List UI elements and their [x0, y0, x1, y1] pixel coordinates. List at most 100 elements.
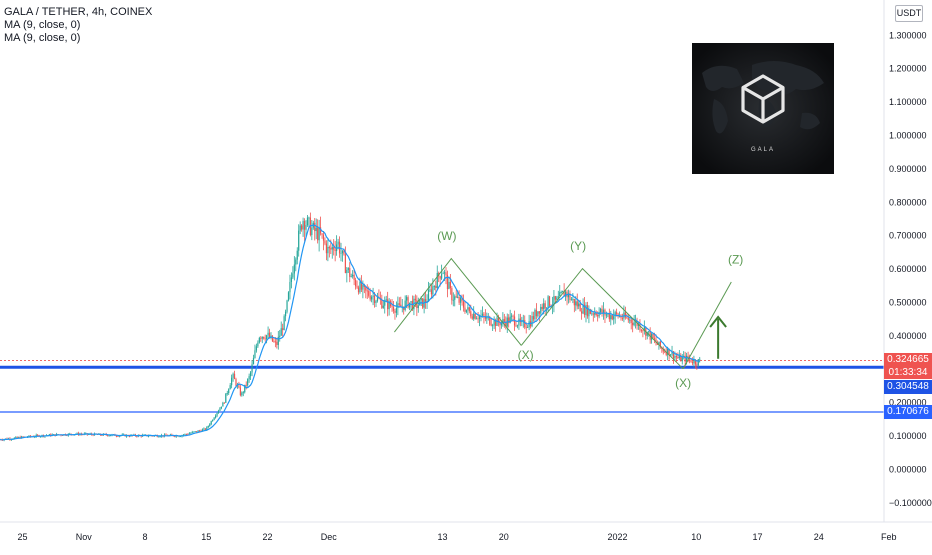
candle-body — [231, 378, 232, 385]
candle-body — [208, 426, 209, 427]
candle-body — [327, 247, 328, 253]
last-price-label: 0.324665 01:33:34 — [884, 353, 932, 379]
candle-body — [547, 296, 548, 307]
candle-body — [374, 296, 375, 303]
candle-body — [326, 244, 327, 254]
candle-body — [286, 301, 287, 312]
candle-body — [288, 292, 289, 300]
candle-body — [556, 298, 557, 300]
candle-body — [696, 365, 697, 366]
candle-body — [241, 393, 242, 396]
candle-body — [578, 303, 579, 306]
candle-body — [317, 228, 318, 240]
candle-body — [254, 350, 255, 358]
candle-body — [555, 296, 556, 300]
last-price-value: 0.324665 — [884, 353, 932, 366]
candle-body — [314, 223, 315, 231]
candle-body — [492, 325, 493, 326]
candle-body — [435, 286, 436, 288]
candle-body — [407, 297, 408, 307]
candle-body — [259, 338, 260, 343]
wave-label: (X) — [518, 348, 534, 362]
x-tick-label: 15 — [201, 532, 211, 542]
candle-body — [652, 334, 653, 338]
candle-body — [307, 218, 308, 225]
x-tick-label: 20 — [499, 532, 509, 542]
candle-body — [654, 338, 655, 339]
currency-button[interactable]: USDT — [895, 5, 923, 22]
candle-body — [383, 306, 384, 308]
candle-body — [292, 273, 293, 277]
candle-body — [562, 291, 563, 292]
candle-body — [340, 253, 341, 254]
candle-body — [698, 359, 699, 365]
candle-body — [641, 330, 642, 331]
candle-body — [431, 289, 432, 294]
x-tick-label: 13 — [437, 532, 447, 542]
y-tick-label: 1.200000 — [889, 64, 927, 74]
symbol-title[interactable]: GALA / TETHER, 4h, COINEX — [4, 6, 152, 19]
gala-logo-image: GALA — [692, 43, 834, 174]
candle-body — [232, 374, 233, 378]
horizontal-levels — [0, 361, 884, 412]
candle-body — [291, 277, 292, 282]
candle-body — [571, 299, 572, 300]
ma-indicator-2[interactable]: MA (9, close, 0) — [4, 32, 152, 45]
candle-body — [629, 320, 630, 321]
x-tick-label: 22 — [262, 532, 272, 542]
candle-body — [253, 358, 254, 364]
candle-body — [273, 341, 274, 342]
ma-indicator-1[interactable]: MA (9, close, 0) — [4, 19, 152, 32]
candle-body — [591, 313, 592, 314]
candle-body — [335, 250, 336, 251]
candle-body — [432, 286, 433, 294]
candle-body — [250, 372, 251, 376]
wave-line — [521, 269, 683, 369]
candle-body — [224, 403, 225, 404]
candle-body — [262, 337, 263, 339]
candle-body — [504, 319, 505, 322]
candle-body — [346, 270, 347, 273]
y-tick-label: 0.700000 — [889, 231, 927, 241]
candles — [0, 213, 700, 442]
candle-body — [215, 416, 216, 418]
candle-body — [540, 307, 541, 314]
candle-body — [193, 432, 194, 433]
candle-body — [542, 307, 543, 309]
candle-body — [581, 311, 582, 313]
candle-body — [559, 292, 560, 296]
candle-body — [308, 218, 309, 219]
candle-body — [470, 311, 471, 316]
candle-body — [428, 290, 429, 301]
candle-body — [642, 330, 643, 331]
candle-body — [214, 418, 215, 420]
time-axis: 25Nov81522Dec13202022101724Feb14 — [0, 522, 932, 542]
y-tick-label: 0.800000 — [889, 197, 927, 207]
candle-body — [195, 431, 196, 432]
candle-body — [693, 360, 694, 363]
candle-body — [348, 268, 349, 270]
candle-body — [256, 346, 257, 350]
candle-body — [304, 221, 305, 230]
y-tick-label: 0.000000 — [889, 465, 927, 475]
candle-body — [227, 393, 228, 394]
candle-body — [249, 376, 250, 379]
candle-body — [367, 291, 368, 292]
candle-body — [196, 431, 197, 432]
candle-body — [600, 309, 601, 312]
candle-body — [211, 421, 212, 424]
candle-body — [160, 436, 161, 437]
candle-body — [572, 299, 573, 300]
candle-body — [476, 318, 477, 319]
candle-body — [203, 429, 204, 430]
candle-body — [580, 303, 581, 311]
candle-body — [351, 276, 352, 277]
candle-body — [399, 303, 400, 304]
candle-body — [362, 285, 363, 290]
candle-body — [301, 226, 302, 230]
candle-body — [305, 225, 306, 230]
candle-body — [212, 420, 213, 421]
candle-body — [302, 221, 303, 230]
candle-body — [463, 301, 464, 307]
candle-body — [387, 299, 388, 309]
